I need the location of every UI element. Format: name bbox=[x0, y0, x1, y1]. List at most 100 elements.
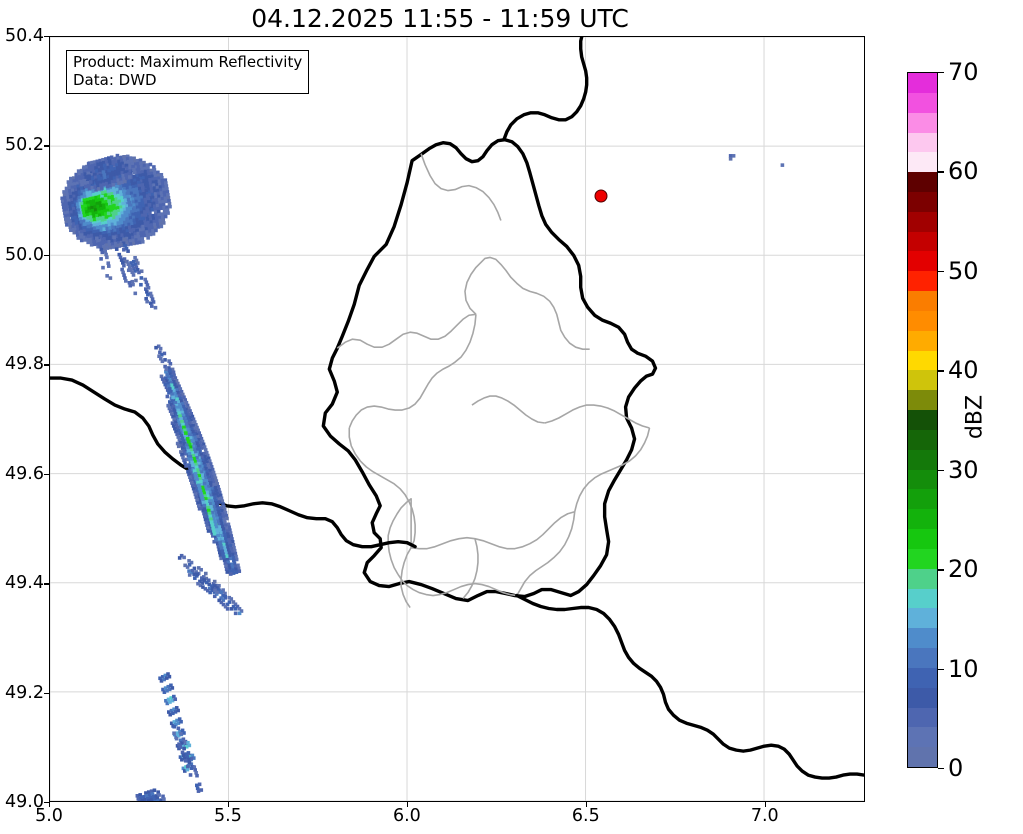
radar-pixel bbox=[124, 240, 129, 244]
radar-pixel bbox=[221, 514, 226, 519]
radar-pixel bbox=[130, 182, 135, 186]
radar-pixel bbox=[119, 230, 124, 234]
radar-pixel bbox=[95, 192, 99, 196]
radar-pixel bbox=[69, 179, 74, 184]
radar-pixel bbox=[124, 246, 129, 251]
radar-pixel bbox=[179, 433, 184, 438]
radar-pixel bbox=[198, 443, 203, 448]
radar-pixel bbox=[158, 350, 162, 355]
radar-pixel bbox=[214, 525, 218, 529]
radar-pixel bbox=[66, 216, 71, 221]
radar-pixel bbox=[77, 195, 82, 200]
radar-pixel bbox=[204, 576, 209, 581]
radar-pixel bbox=[183, 419, 187, 423]
radar-pixel bbox=[106, 217, 111, 221]
radar-pixel bbox=[79, 179, 84, 184]
radar-pixel bbox=[156, 170, 160, 175]
radar-pixel bbox=[172, 731, 176, 736]
radar-pixel bbox=[191, 423, 195, 428]
radar-pixel bbox=[104, 223, 109, 228]
radar-pixel bbox=[62, 190, 66, 194]
radar-pixel bbox=[136, 193, 140, 197]
radar-pixel bbox=[217, 547, 221, 552]
radar-pixel bbox=[162, 205, 166, 210]
radar-pixel bbox=[127, 172, 131, 176]
radar-pixel bbox=[228, 569, 232, 573]
radar-pixel bbox=[224, 564, 228, 568]
radar-pixel bbox=[126, 216, 130, 221]
radar-pixel bbox=[125, 183, 129, 187]
radar-pixel bbox=[82, 178, 86, 183]
radar-pixel bbox=[202, 481, 207, 486]
radar-pixel bbox=[173, 410, 178, 415]
radar-pixel bbox=[116, 178, 121, 183]
radar-pixel bbox=[174, 378, 179, 383]
radar-pixel bbox=[93, 226, 97, 230]
radar-pixel bbox=[106, 189, 111, 194]
radar-pixel bbox=[166, 193, 170, 197]
radar-pixel bbox=[132, 187, 136, 192]
radar-pixel bbox=[119, 258, 124, 262]
radar-pixel bbox=[98, 213, 102, 218]
radar-pixel bbox=[157, 194, 161, 199]
radar-pixel bbox=[62, 193, 67, 197]
radar-pixel bbox=[196, 501, 200, 505]
radar-pixel bbox=[141, 224, 145, 229]
radar-pixel bbox=[153, 192, 158, 196]
radar-pixel bbox=[102, 173, 107, 177]
radar-pixel bbox=[232, 558, 236, 563]
radar-pixel bbox=[107, 229, 112, 234]
radar-pixel bbox=[186, 469, 190, 474]
radar-pixel bbox=[158, 676, 162, 681]
radar-pixel bbox=[147, 203, 152, 207]
radar-pixel bbox=[120, 233, 125, 237]
x-tick-label: 5.0 bbox=[35, 806, 63, 826]
radar-pixel bbox=[161, 221, 166, 225]
radar-pixel bbox=[162, 190, 167, 195]
radar-pixel bbox=[149, 186, 154, 191]
radar-pixel bbox=[120, 211, 125, 215]
radar-pixel bbox=[101, 157, 105, 162]
radar-pixel bbox=[114, 169, 118, 174]
radar-pixel bbox=[197, 782, 202, 787]
radar-reflectivity-echoes bbox=[60, 153, 785, 801]
radar-pixel bbox=[160, 194, 164, 198]
country-boundaries bbox=[50, 37, 864, 780]
radar-pixel bbox=[132, 203, 137, 207]
radar-pixel bbox=[100, 197, 105, 202]
radar-pixel bbox=[102, 182, 106, 187]
radar-pixel bbox=[110, 222, 115, 227]
radar-site-marker[interactable] bbox=[594, 189, 608, 203]
map-plot-area[interactable]: Product: Maximum Reflectivity Data: DWD bbox=[49, 36, 865, 802]
radar-pixel bbox=[151, 213, 156, 218]
y-tick-mark bbox=[44, 36, 49, 38]
radar-pixel bbox=[215, 507, 220, 511]
colorbar-band bbox=[908, 489, 937, 510]
radar-pixel bbox=[100, 164, 104, 169]
radar-pixel bbox=[138, 186, 142, 191]
radar-pixel bbox=[190, 421, 194, 425]
radar-pixel bbox=[213, 588, 217, 593]
radar-pixel bbox=[168, 409, 173, 413]
radar-pixel bbox=[121, 241, 126, 246]
radar-pixel bbox=[210, 588, 214, 592]
radar-pixel bbox=[133, 209, 138, 213]
radar-pixel bbox=[86, 240, 90, 245]
radar-pixel bbox=[128, 185, 133, 190]
radar-pixel bbox=[71, 227, 76, 232]
radar-pixel bbox=[197, 456, 201, 460]
radar-pixel bbox=[216, 544, 221, 549]
radar-pixel bbox=[187, 573, 192, 577]
radar-pixel bbox=[91, 196, 96, 201]
colorbar-band bbox=[908, 667, 937, 688]
radar-pixel bbox=[125, 226, 129, 230]
radar-pixel bbox=[135, 187, 139, 191]
radar-pixel bbox=[93, 163, 98, 167]
radar-pixel bbox=[221, 502, 225, 506]
radar-pixel bbox=[207, 487, 211, 492]
radar-pixel bbox=[212, 519, 217, 524]
radar-pixel bbox=[94, 219, 99, 224]
radar-pixel bbox=[142, 163, 147, 168]
radar-pixel bbox=[204, 500, 209, 504]
colorbar[interactable]: 0 10 20 30 40 50 60 70 bbox=[907, 58, 979, 782]
